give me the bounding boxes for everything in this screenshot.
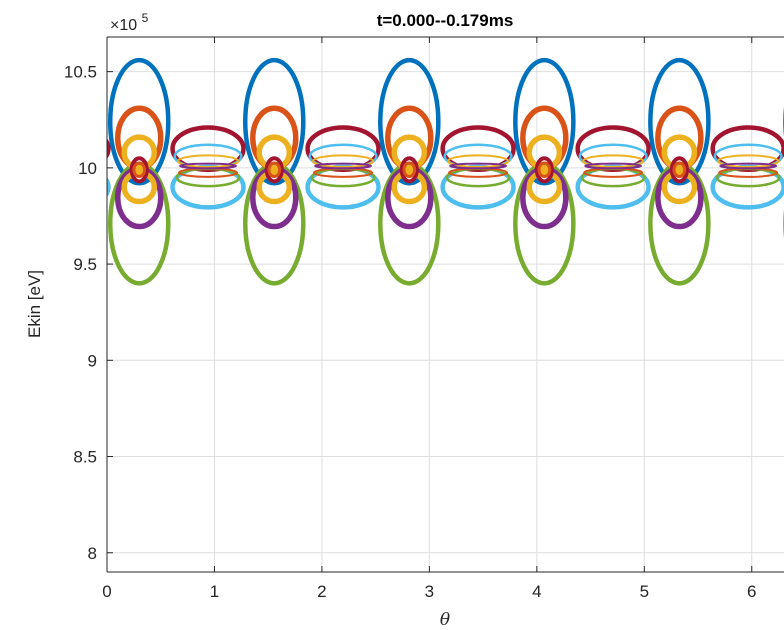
data-loop — [256, 134, 293, 171]
axes — [106, 36, 784, 573]
data-loop — [391, 134, 428, 171]
y-axis-exponent: ×10 5 — [110, 11, 149, 34]
data-loop — [391, 169, 428, 205]
y-tick-label: 8.5 — [73, 448, 97, 467]
y-axis-exponent-power: 5 — [142, 11, 149, 25]
data-layer — [0, 57, 784, 286]
x-axis-label: θ — [440, 610, 450, 630]
data-loop — [0, 164, 33, 283]
data-loop — [661, 169, 698, 205]
data-loop — [0, 158, 12, 181]
data-loop — [402, 161, 417, 179]
data-loop — [311, 154, 375, 168]
data-loop — [537, 161, 552, 179]
data-loop — [526, 169, 563, 205]
data-loop — [121, 134, 158, 171]
y-axis-label: Ekin [eV] — [25, 270, 44, 338]
data-loop — [121, 169, 158, 205]
data-loop — [107, 138, 111, 159]
data-loop — [176, 154, 240, 168]
data-loop — [719, 162, 778, 170]
data-loop — [0, 163, 10, 176]
y-tick-label: 8 — [88, 544, 97, 563]
data-loop — [717, 154, 780, 168]
y-tick-label: 10 — [78, 159, 97, 178]
x-tick-label: 6 — [747, 582, 756, 601]
data-loop — [672, 161, 687, 179]
x-tick-label: 5 — [640, 582, 649, 601]
x-tick-label: 2 — [317, 582, 326, 601]
data-loop — [669, 156, 689, 184]
y-tick-label: 9 — [88, 351, 97, 370]
data-loop — [584, 162, 643, 170]
data-loop — [264, 156, 284, 184]
data-loop — [0, 173, 19, 202]
x-tick-label: 0 — [102, 582, 111, 601]
data-loop — [582, 154, 645, 168]
chart-title: t=0.000--0.179ms — [377, 11, 514, 30]
x-tick-label: 1 — [210, 582, 219, 601]
data-loop — [107, 177, 111, 197]
data-loop — [399, 156, 419, 184]
data-loop — [0, 60, 33, 183]
y-tick-label: 9.5 — [73, 255, 97, 274]
x-tick-label: 3 — [425, 582, 434, 601]
data-loop — [534, 156, 554, 184]
data-loop — [179, 162, 237, 170]
data-loop — [132, 161, 147, 179]
data-loop — [526, 134, 563, 171]
data-loop — [267, 161, 282, 179]
y-tick-label: 10.5 — [64, 63, 97, 82]
data-loop — [449, 162, 508, 170]
data-loop — [0, 108, 26, 168]
data-loop — [661, 134, 698, 171]
x-tick-label: 4 — [532, 582, 541, 601]
data-loop — [446, 154, 510, 168]
data-loop — [129, 156, 149, 184]
data-loop — [0, 169, 26, 227]
plot-area — [107, 37, 784, 572]
data-loop — [256, 169, 293, 205]
tick-labels: 0 1 2 3 4 5 6 8 8.5 9 9.5 10 10.5 — [64, 63, 757, 601]
data-loop — [0, 137, 19, 168]
y-axis-exponent-base: ×10 — [110, 17, 137, 34]
data-loop — [314, 162, 372, 170]
